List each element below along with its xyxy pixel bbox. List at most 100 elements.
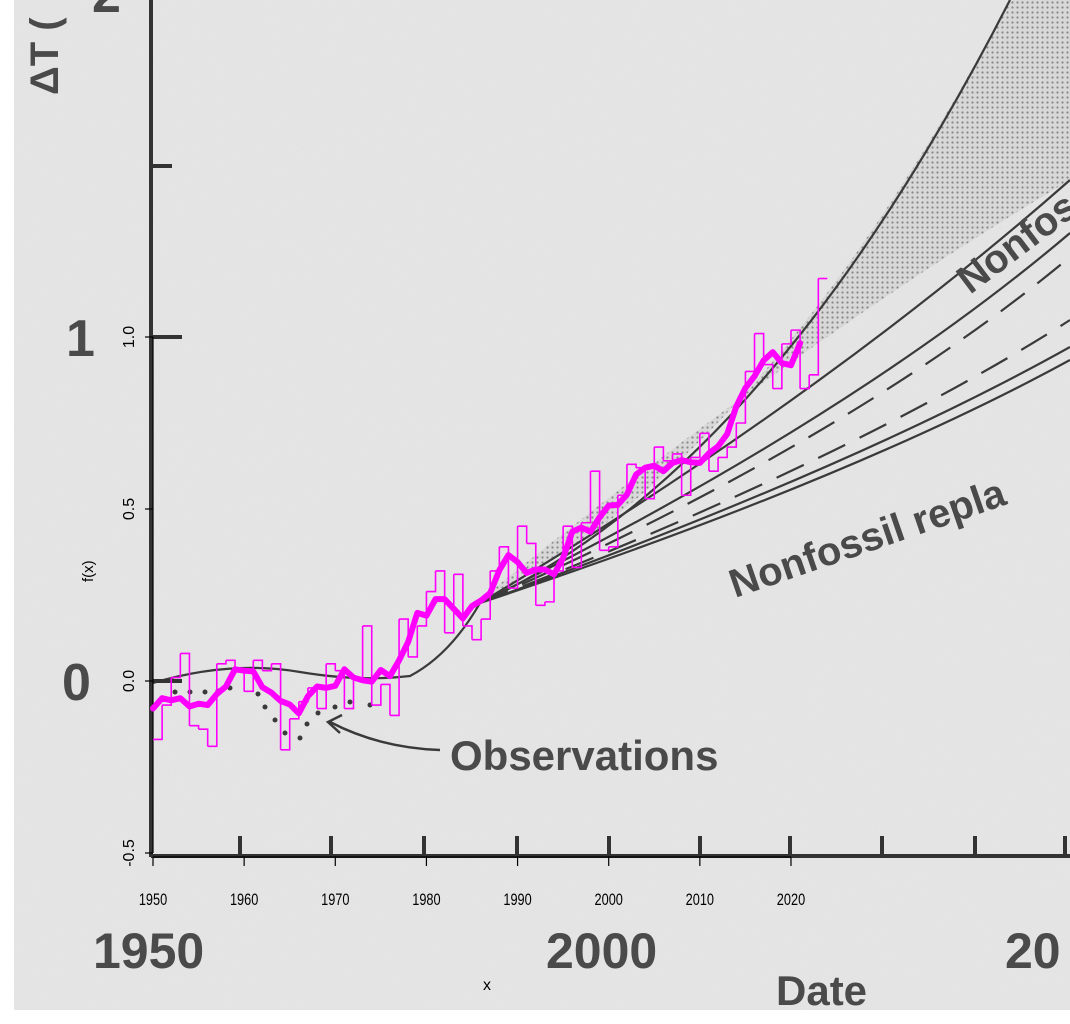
smoothed-point-1997: [578, 525, 584, 531]
smoothed-point-1999: [597, 514, 603, 520]
smoothed-point-1958: [223, 684, 229, 690]
smoothed-point-1978: [405, 639, 411, 645]
r-y-ticks: -0.5 0.0 0.5 1.0: [121, 326, 153, 867]
shaded-band: [480, 0, 1070, 600]
scan-x-tick-1950: 1950: [93, 923, 204, 979]
observations-step-series: [153, 277, 828, 751]
smoothed-point-2018: [770, 349, 776, 355]
smoothed-point-1992: [533, 567, 539, 573]
obs-step-1999: [599, 546, 610, 552]
smoothed-point-1975: [378, 667, 384, 673]
obs-step-1998: [590, 470, 601, 551]
smoothed-point-1956: [205, 702, 211, 708]
smoothed-point-1989: [505, 552, 511, 558]
smoothed-point-1991: [524, 570, 530, 576]
obs-step-2013: [727, 423, 738, 448]
smoothed-point-2006: [660, 468, 666, 474]
smoothed-point-1970: [332, 683, 338, 689]
smoothed-point-2015: [742, 385, 748, 391]
smoothed-point-2014: [733, 403, 739, 409]
obs-step-1952: [171, 653, 182, 679]
smoothed-point-1977: [396, 657, 402, 663]
observations-label: Observations: [450, 732, 718, 779]
smoothed-point-1957: [214, 691, 220, 697]
x-tick-label: 2010: [686, 890, 714, 909]
smoothed-point-2010: [697, 460, 703, 466]
smoothed-point-2005: [651, 463, 657, 469]
smoothed-point-2021: [797, 340, 803, 346]
obs-step-1988: [499, 546, 510, 589]
scan-y-axis-label: ΔT (: [23, 17, 67, 95]
r-x-ticks: 1950 1960 1970 1980 1990 2000 2010 2020: [139, 857, 805, 910]
smoothed-point-2020: [788, 362, 794, 368]
smoothed-point-1959: [232, 666, 238, 672]
obs-step-2005: [654, 446, 665, 461]
smoothed-point-1950: [150, 706, 156, 712]
obs-step-1990: [517, 525, 528, 544]
obs-step-2009: [690, 433, 701, 459]
smoothed-point-1955: [196, 701, 202, 707]
scan-x-tick-2050: 20: [1005, 923, 1061, 979]
smoothed-point-1983: [451, 606, 457, 612]
scan-y-tick-2: 2: [92, 0, 121, 24]
y-tick-label: 0.0: [121, 670, 138, 692]
smoothed-point-2009: [688, 459, 694, 465]
obs-step-1975: [380, 683, 391, 716]
smoothed-point-1986: [478, 598, 484, 604]
smoothed-point-1993: [542, 567, 548, 573]
obs-step-2000: [608, 495, 619, 548]
obs-step-1979: [417, 591, 428, 627]
obs-step-1978: [408, 625, 419, 658]
smoothed-point-2001: [615, 502, 621, 508]
trunk-curve: [152, 602, 481, 685]
obs-step-1992: [535, 601, 546, 607]
obs-step-2016: [754, 332, 765, 365]
x-tick-label: 1960: [230, 890, 258, 909]
smoothed-point-1968: [314, 684, 320, 690]
x-tick-label: 2000: [595, 890, 623, 909]
obs-step-2017: [763, 363, 774, 389]
smoothed-point-1990: [515, 559, 521, 565]
smoothed-point-1980: [423, 613, 429, 619]
obs-step-2011: [708, 457, 719, 472]
smoothed-point-2013: [724, 431, 730, 437]
obs-step-1963: [271, 663, 282, 750]
smoothed-point-2002: [624, 492, 630, 498]
smoothed-point-1952: [168, 697, 174, 703]
obs-step-1993: [544, 570, 555, 603]
smoothed-point-1995: [560, 555, 566, 561]
smoothed-point-2016: [752, 373, 758, 379]
obs-step-1969: [326, 663, 337, 671]
obs-step-1976: [389, 619, 400, 717]
obs-step-1989: [508, 526, 519, 589]
obs-step-2021: [800, 374, 811, 390]
smoothed-point-1981: [433, 596, 439, 602]
obs-step-2010: [699, 432, 710, 472]
obs-step-1984: [462, 625, 473, 640]
smoothed-point-2011: [706, 450, 712, 456]
smoothed-point-1960: [241, 668, 247, 674]
scan-x-tick-2000: 2000: [546, 923, 657, 979]
obs-step-1982: [444, 574, 455, 634]
smoothed-point-2007: [669, 460, 675, 466]
scan-axes: [149, 0, 1070, 858]
obs-step-2012: [718, 447, 728, 459]
r-x-axis-label: x: [483, 977, 491, 994]
curve-2: [479, 179, 1070, 604]
obs-step-2019: [781, 330, 792, 345]
smoothed-point-1951: [159, 695, 165, 701]
obs-step-2020: [790, 329, 801, 389]
smoothed-point-1966: [296, 710, 302, 716]
scan-y-tick-1: 1: [66, 310, 95, 368]
curve-lower: [479, 359, 1070, 605]
smoothed-point-1961: [250, 668, 256, 674]
observations-smoothed-series: [150, 340, 804, 717]
smoothed-point-1988: [496, 567, 502, 573]
obs-step-1974: [371, 684, 382, 706]
obs-step-2022: [809, 278, 820, 376]
smoothed-point-1998: [587, 529, 593, 535]
obs-step-1950: [153, 705, 163, 741]
obs-step-1980: [426, 570, 437, 593]
r-y-axis-label: f(x): [80, 560, 97, 582]
obs-step-1991: [526, 542, 537, 606]
